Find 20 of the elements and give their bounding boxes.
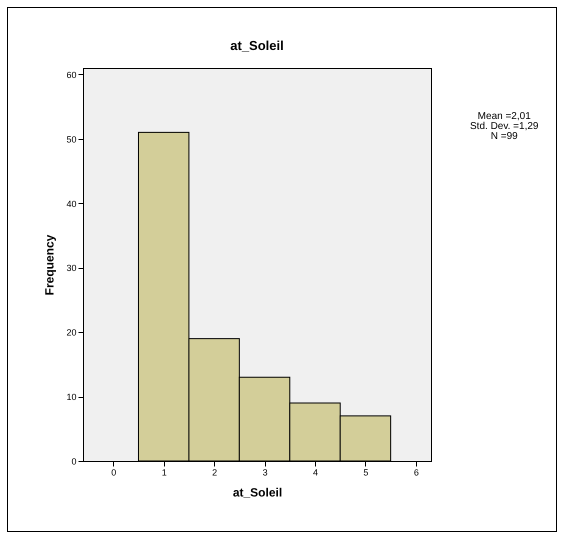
text: Mean =2,01 <box>478 111 532 122</box>
y-tick-label: 10 <box>66 392 76 402</box>
x-tick-label: 1 <box>162 468 167 478</box>
x-tick-label: 3 <box>262 468 268 478</box>
x-axis-title: at_Soleil <box>232 486 282 500</box>
y-axis-title: Frequency <box>42 234 56 296</box>
x-tick-label: 6 <box>414 468 419 478</box>
x-tick-label: 4 <box>312 468 318 478</box>
x-tick-label: 0 <box>111 468 116 478</box>
y-tick-label: 40 <box>66 198 76 209</box>
text: Std. Dev. =1,29 <box>470 121 538 132</box>
y-tick-label: 20 <box>66 328 76 338</box>
y-tick-label: 0 <box>71 456 76 466</box>
chart-title: at_Soleil <box>230 38 284 53</box>
y-tick-label: 60 <box>66 70 76 80</box>
x-tick-label: 5 <box>363 468 368 478</box>
y-tick-label: 50 <box>66 134 76 144</box>
text: N =99 <box>490 131 519 142</box>
x-tick-label: 2 <box>212 468 218 478</box>
y-tick-label: 30 <box>66 263 76 274</box>
